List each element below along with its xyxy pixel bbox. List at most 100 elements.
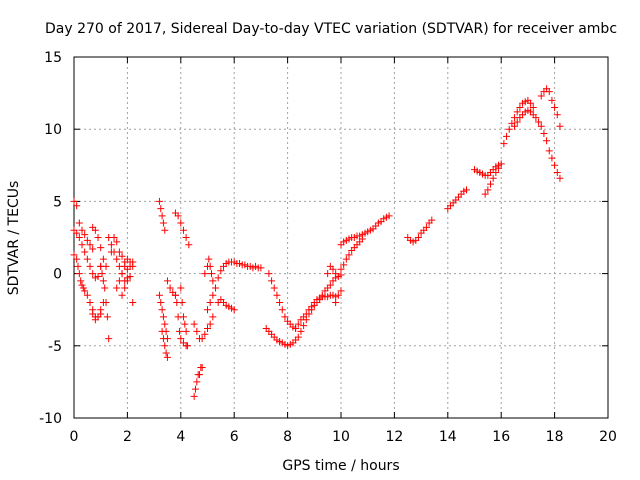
data-point [97, 262, 105, 270]
data-point [190, 392, 198, 400]
data-point [75, 270, 83, 278]
data-point [300, 322, 308, 330]
data-point [83, 291, 91, 299]
data-point [204, 324, 211, 332]
data-point [159, 219, 167, 227]
data-point [174, 212, 182, 220]
data-point [201, 270, 209, 278]
data-point [163, 353, 171, 361]
y-tick-label: 5 [53, 194, 62, 210]
data-point [551, 104, 559, 112]
series-a [70, 197, 97, 253]
data-point [113, 284, 121, 292]
y-axis-title: SDTVAR / TECUs [6, 181, 22, 296]
data-point [101, 284, 109, 292]
data-point [177, 219, 185, 227]
data-point [126, 258, 134, 266]
series-f [97, 262, 113, 343]
series-l [155, 291, 171, 343]
data-point [209, 313, 217, 321]
data-point [294, 333, 302, 341]
data-point [113, 255, 121, 263]
data-point [281, 313, 289, 321]
data-point [294, 320, 302, 328]
data-point [334, 291, 342, 299]
data-point [500, 140, 508, 148]
data-point [535, 118, 543, 126]
x-tick-label: 14 [439, 429, 457, 445]
data-point [115, 248, 123, 256]
series-ac [337, 212, 393, 249]
data-point [166, 284, 174, 292]
data-point [99, 255, 107, 263]
series-s [190, 313, 217, 343]
series-o [171, 209, 193, 249]
data-point [340, 261, 348, 269]
series-ah [481, 164, 503, 198]
chart-title: Day 270 of 2017, Sidereal Day-to-day VTE… [45, 21, 617, 37]
data-point [179, 313, 187, 321]
data-point [126, 272, 134, 280]
x-tick-label: 18 [546, 429, 564, 445]
series-m [158, 327, 171, 361]
data-point [516, 104, 524, 112]
tick-layer: 0 2 4 6 8 10 12 14 16 18 20 -10 -5 0 5 10 15 [39, 50, 617, 445]
x-tick-label: 8 [283, 429, 292, 445]
data-point [492, 169, 500, 177]
data-point [497, 160, 505, 168]
data-point [193, 327, 201, 335]
data-point [83, 236, 91, 244]
data-point [489, 174, 497, 182]
series-z [297, 271, 345, 335]
data-point [209, 291, 217, 299]
data-point [201, 330, 209, 338]
data-point [278, 306, 286, 314]
series-p [171, 291, 190, 350]
series-y [292, 291, 340, 332]
data-point [345, 251, 353, 259]
data-point [513, 118, 521, 126]
series-x [265, 270, 300, 332]
data-point [94, 234, 102, 241]
data-point [337, 265, 345, 273]
data-point [206, 320, 214, 328]
data-point [551, 161, 559, 169]
data-point [161, 342, 169, 350]
data-point [78, 241, 86, 249]
marks-layer [70, 85, 564, 400]
data-point [73, 229, 81, 237]
data-point [73, 255, 81, 263]
data-point [297, 327, 305, 335]
data-point [318, 291, 326, 299]
data-point [553, 111, 561, 119]
y-tick-label: 0 [53, 267, 62, 283]
data-point [543, 137, 551, 145]
data-point [308, 306, 316, 314]
data-point [115, 277, 123, 285]
data-point [177, 335, 185, 343]
data-point [305, 310, 313, 318]
data-point [86, 262, 94, 270]
data-point [302, 316, 310, 324]
data-point [179, 226, 187, 234]
data-point [181, 320, 189, 328]
data-point [532, 114, 540, 122]
data-point [121, 262, 129, 270]
series-ag [471, 160, 505, 179]
data-point [161, 320, 169, 328]
data-point [86, 298, 94, 306]
data-point [74, 262, 82, 270]
data-point [495, 164, 503, 172]
series-w [262, 324, 302, 350]
data-point [198, 335, 206, 343]
series-r [190, 363, 206, 400]
series-u [204, 258, 265, 314]
x-tick-label: 20 [599, 429, 617, 445]
data-point [129, 262, 137, 270]
data-point [91, 226, 99, 234]
data-point [553, 169, 561, 177]
data-point [462, 186, 470, 194]
data-point [129, 298, 137, 306]
data-point [107, 241, 115, 249]
series-af [444, 186, 470, 213]
